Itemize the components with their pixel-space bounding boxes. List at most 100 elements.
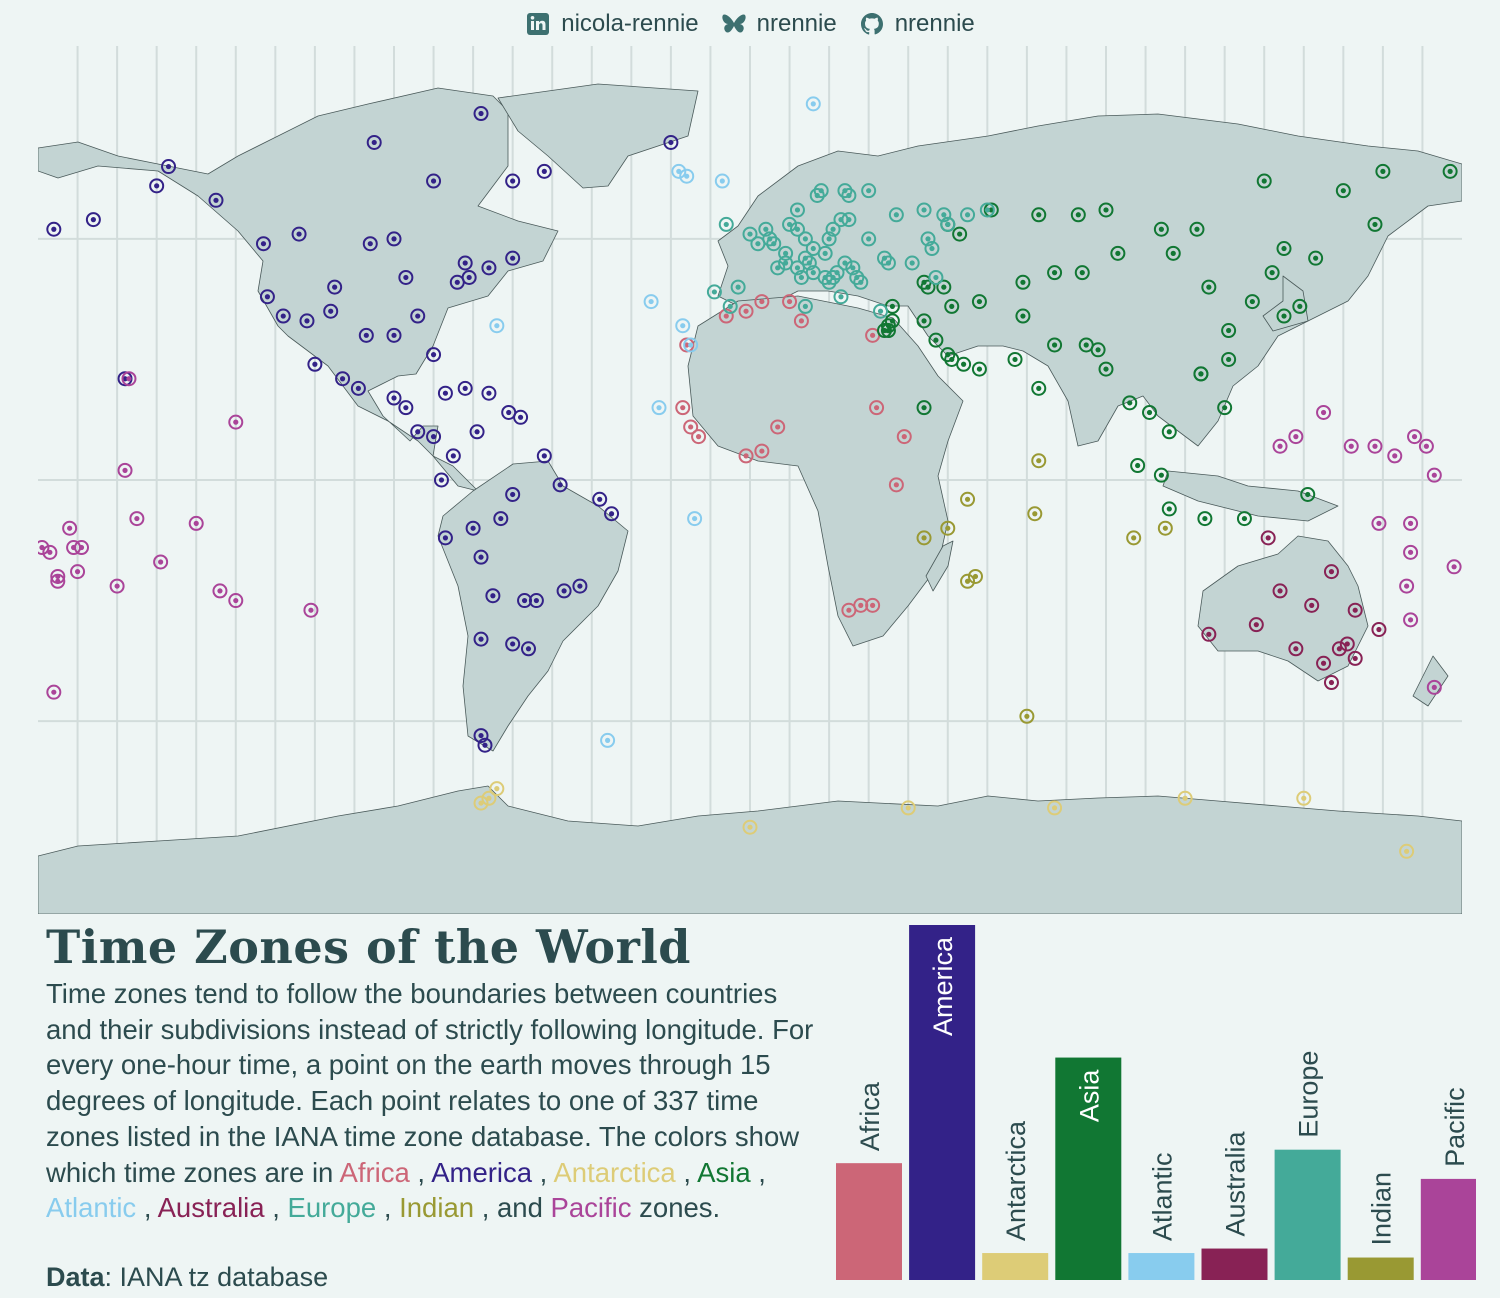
time-zone-point-asia (1236, 511, 1252, 527)
time-zone-point-america (465, 520, 481, 536)
time-zone-point-australia (1323, 675, 1339, 691)
time-zone-point-asia (1276, 241, 1292, 257)
time-zone-point-pacific (1399, 578, 1415, 594)
time-zone-point-america (473, 631, 489, 647)
time-zone-point-pacific (1316, 404, 1332, 420)
time-zone-point-america (323, 303, 339, 319)
time-zone-point-america (604, 506, 620, 522)
time-zone-point-pacific (1446, 559, 1462, 575)
social-link-github[interactable]: nrennie (859, 10, 975, 38)
time-zone-point-africa (888, 477, 904, 493)
time-zone-point-africa (738, 448, 754, 464)
bar-europe (1274, 1149, 1341, 1280)
bar-label-australia: Australia (1221, 1131, 1251, 1237)
legend-asia: Asia (697, 1156, 751, 1188)
data-source: Data: IANA tz database (46, 1262, 328, 1293)
time-zone-point-america (473, 728, 489, 744)
time-zone-point-america (398, 269, 414, 285)
time-zone-point-pacific (129, 511, 145, 527)
time-zone-point-africa (869, 400, 885, 416)
time-zone-point-america (473, 549, 489, 565)
time-zone-point-asia (1256, 173, 1272, 189)
time-zone-point-europe (853, 274, 869, 290)
time-zone-point-america (358, 327, 374, 343)
time-zone-point-pacific (228, 414, 244, 430)
time-zone-point-australia (1347, 650, 1363, 666)
time-zone-point-europe (924, 241, 940, 257)
time-zone-point-asia (1201, 279, 1217, 295)
time-zone-point-asia (1110, 245, 1126, 261)
bar-africa (836, 1163, 902, 1280)
time-zone-point-europe (841, 187, 857, 203)
description-text: Time zones tend to follow the boundaries… (46, 978, 814, 1188)
time-zone-point-america (259, 289, 275, 305)
time-zone-point-africa (754, 294, 770, 310)
time-zone-point-australia (1260, 530, 1276, 546)
time-zone-point-asia (1047, 265, 1063, 281)
legend-pacific: Pacific (550, 1192, 632, 1224)
time-zone-point-america (469, 424, 485, 440)
time-zone-point-asia (952, 226, 968, 242)
time-zone-point-america (493, 511, 509, 527)
time-zone-point-europe (758, 221, 774, 237)
time-zone-point-antarctica (473, 795, 489, 811)
time-zone-point-pacific (1371, 515, 1387, 531)
time-zone-point-america (536, 448, 552, 464)
time-zone-point-asia (1031, 207, 1047, 223)
bar-chart: Africa America Antarctica Asia Atlantic Austr… (836, 925, 1476, 1280)
time-zone-point-asia (956, 356, 972, 372)
time-zone-point-asia (1098, 202, 1114, 218)
time-zone-point-europe (801, 255, 817, 271)
time-zone-point-america (386, 231, 402, 247)
time-zone-point-pacific (1418, 438, 1434, 454)
time-zone-point-america (572, 578, 588, 594)
time-zone-point-asia (971, 294, 987, 310)
island-madagascar (925, 540, 954, 592)
legend-atlantic: Atlantic (46, 1192, 137, 1224)
time-zone-point-america (528, 593, 544, 609)
social-link-bluesky-butterfly[interactable]: nrennie (721, 10, 837, 38)
time-zone-point-pacific (1288, 429, 1304, 445)
time-zone-point-europe (888, 207, 904, 223)
time-zone-point-asia (1221, 351, 1237, 367)
time-zone-point-australia (1304, 597, 1320, 613)
time-zone-point-america (426, 173, 442, 189)
time-zone-point-indian (960, 491, 976, 507)
time-zone-point-asia (1217, 400, 1233, 416)
time-zone-point-asia (1015, 274, 1031, 290)
time-zone-point-asia (1015, 308, 1031, 324)
time-zone-point-america (255, 236, 271, 252)
time-zone-point-europe (797, 231, 813, 247)
bluesky-butterfly-icon (722, 14, 746, 33)
time-zone-point-america (426, 429, 442, 445)
time-zone-point-australia (1272, 583, 1288, 599)
social-handle: nrennie (894, 10, 975, 37)
time-zone-point-asia (1098, 361, 1114, 377)
time-zone-point-atlantic (600, 732, 616, 748)
time-zone-point-america (327, 279, 343, 295)
time-zone-point-europe (797, 298, 813, 314)
time-zone-point-pacific (117, 462, 133, 478)
social-handle: nrennie (756, 10, 837, 37)
time-zone-point-australia (1331, 641, 1347, 657)
time-zone-point-pacific (1272, 438, 1288, 454)
time-zone-point-europe (805, 265, 821, 281)
time-zone-point-america (513, 409, 529, 425)
time-zone-point-america (398, 400, 414, 416)
time-zone-point-atlantic (679, 168, 695, 184)
continent-north-america (38, 87, 559, 492)
time-zone-point-indian (1157, 520, 1173, 536)
time-zone-point-pacific (212, 583, 228, 599)
social-link-linkedin[interactable]: nicola-rennie (525, 10, 699, 38)
time-zone-point-europe (833, 289, 849, 305)
time-zone-point-america (307, 356, 323, 372)
time-zone-point-europe (861, 231, 877, 247)
bar-label-antarctica: Antarctica (1001, 1120, 1031, 1241)
time-zone-point-america (485, 588, 501, 604)
time-zone-point-pacific (62, 520, 78, 536)
time-zone-point-america (477, 737, 493, 753)
time-zone-point-america (505, 636, 521, 652)
time-zone-point-pacific (153, 554, 169, 570)
time-zone-point-indian (940, 520, 956, 536)
bar-atlantic (1128, 1253, 1195, 1280)
